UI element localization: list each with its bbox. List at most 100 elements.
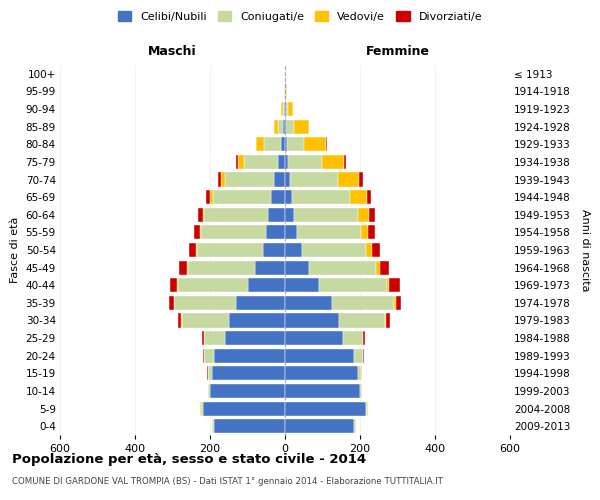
Bar (362, 331, 364, 345)
Bar (367, 243, 372, 257)
Bar (197, 243, 263, 257)
Bar (277, 120, 283, 134)
Bar (304, 137, 326, 152)
Bar (286, 120, 293, 134)
Bar (210, 384, 285, 398)
Bar (350, 190, 367, 204)
Bar (281, 102, 283, 116)
Bar (285, 172, 290, 186)
Bar (244, 155, 277, 169)
Bar (179, 260, 187, 274)
Bar (271, 190, 285, 204)
Bar (198, 208, 203, 222)
Bar (285, 278, 319, 292)
Bar (358, 208, 370, 222)
Bar (288, 155, 322, 169)
Bar (367, 190, 371, 204)
Bar (285, 260, 310, 274)
Bar (181, 314, 182, 328)
Bar (214, 419, 285, 433)
Bar (340, 314, 385, 328)
Bar (370, 208, 375, 222)
Y-axis label: Fasce di età: Fasce di età (10, 217, 20, 283)
Bar (387, 278, 389, 292)
Bar (344, 155, 346, 169)
Bar (285, 296, 332, 310)
Bar (372, 243, 380, 257)
Bar (286, 102, 287, 116)
Bar (285, 402, 365, 415)
Bar (218, 172, 221, 186)
Bar (266, 226, 285, 239)
Bar (169, 296, 173, 310)
Bar (286, 84, 287, 98)
Bar (285, 331, 343, 345)
Bar (368, 226, 375, 239)
Bar (361, 226, 368, 239)
Bar (295, 208, 358, 222)
Bar (361, 366, 362, 380)
Bar (207, 366, 208, 380)
Bar (187, 260, 255, 274)
Bar (203, 402, 285, 415)
Bar (365, 402, 367, 415)
Bar (290, 172, 338, 186)
Bar (319, 278, 387, 292)
Text: Femmine: Femmine (365, 45, 430, 58)
Y-axis label: Anni di nascita: Anni di nascita (580, 209, 590, 291)
Bar (285, 120, 286, 134)
Bar (175, 296, 236, 310)
Bar (274, 120, 277, 134)
Bar (285, 384, 360, 398)
Bar (285, 348, 355, 363)
Bar (203, 348, 205, 363)
Bar (380, 260, 389, 274)
Bar (355, 419, 356, 433)
Bar (385, 314, 386, 328)
Bar (287, 102, 293, 116)
Bar (308, 120, 310, 134)
Bar (206, 190, 209, 204)
Bar (285, 243, 302, 257)
Bar (285, 226, 297, 239)
Bar (208, 366, 212, 380)
Bar (194, 226, 199, 239)
Bar (293, 120, 308, 134)
Bar (178, 278, 248, 292)
Bar (173, 296, 175, 310)
Bar (284, 102, 285, 116)
Bar (360, 384, 361, 398)
Bar (283, 120, 285, 134)
Bar (285, 102, 286, 116)
Bar (389, 278, 400, 292)
Bar (285, 190, 292, 204)
Bar (395, 296, 401, 310)
Bar (214, 348, 285, 363)
Bar (394, 296, 395, 310)
Bar (364, 331, 365, 345)
Bar (359, 172, 364, 186)
Bar (209, 190, 212, 204)
Bar (205, 208, 268, 222)
Bar (287, 137, 304, 152)
Bar (326, 137, 328, 152)
Bar (236, 296, 285, 310)
Bar (212, 190, 271, 204)
Bar (376, 260, 380, 274)
Bar (182, 314, 229, 328)
Bar (236, 155, 238, 169)
Bar (205, 348, 214, 363)
Bar (285, 366, 358, 380)
Bar (355, 348, 362, 363)
Text: Popolazione per età, sesso e stato civile - 2014: Popolazione per età, sesso e stato civil… (12, 452, 366, 466)
Text: Maschi: Maschi (148, 45, 197, 58)
Bar (302, 243, 367, 257)
Bar (225, 331, 285, 345)
Bar (332, 296, 394, 310)
Bar (358, 366, 361, 380)
Bar (212, 419, 214, 433)
Bar (322, 155, 344, 169)
Bar (202, 331, 203, 345)
Bar (205, 331, 225, 345)
Bar (200, 402, 203, 415)
